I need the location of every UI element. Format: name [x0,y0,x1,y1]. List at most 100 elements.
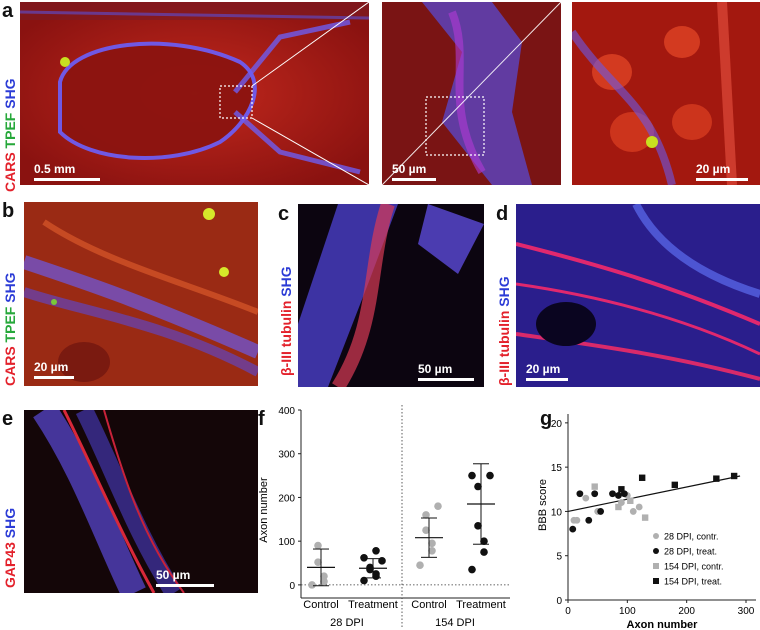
data-point [582,494,590,502]
data-point [591,483,598,490]
scale-label: 20 µm [34,360,69,374]
data-point [428,546,436,555]
y-tick-label: 0 [289,581,295,592]
data-point [366,563,374,572]
data-point [308,581,316,589]
data-point [618,486,625,493]
category-label-4: Treatment [456,599,506,611]
legend-label: 28 DPI, treat. [664,547,717,557]
panel-d-image: 20 µm [516,204,760,387]
data-point [629,508,637,515]
data-point [730,472,738,480]
data-point [569,525,577,533]
data-point [320,577,328,586]
label-shg: SHG [278,266,294,297]
data-point [597,508,605,515]
label-shg: SHG [496,276,512,307]
data-point [416,561,424,570]
panel-a-scalebar-1: 0.5 mm [34,162,100,181]
y-axis-label: BBB score [538,479,549,531]
legend-marker [653,578,659,584]
category-label-3: Control [411,599,446,611]
panel-d-scalebar: 20 µm [526,362,568,381]
data-point [320,572,328,580]
data-point [486,471,494,480]
category-label-1: Control [303,599,338,611]
panel-a-zoom1-image: 50 µm [382,2,561,185]
legend-marker [653,563,659,569]
y-tick-label: 20 [551,419,563,430]
panel-letter-f: f [258,408,265,430]
y-tick-label: 5 [556,552,562,563]
data-point [372,546,380,555]
legend-label: 154 DPI, treat. [664,577,722,587]
data-point [474,482,482,491]
data-point [314,558,322,566]
data-point [314,541,322,550]
scale-label: 20 µm [696,162,731,176]
panel-letter-b: b [2,200,15,222]
label-cars: CARS [2,152,18,192]
data-point [474,522,482,530]
panel-letter-e: e [2,408,14,430]
data-point [615,503,622,511]
y-tick-label: 10 [551,507,563,518]
label-cars: CARS [2,346,18,386]
data-point [360,553,368,562]
label-shg: SHG [2,272,18,303]
data-point [638,474,646,481]
data-point [713,475,720,482]
y-tick-label: 15 [551,463,563,474]
panel-letter-c: c [278,203,290,225]
group-label-2: 154 DPI [435,617,475,629]
scale-label: 0.5 mm [34,162,76,176]
legend-label: 154 DPI, contr. [664,562,724,572]
x-tick-label: 300 [738,606,755,617]
y-tick-label: 300 [278,450,295,461]
x-tick-label: 0 [565,606,571,617]
panel-b-image: 20 µm [24,202,258,386]
data-point [468,565,476,574]
panel-letter-d: d [496,203,509,225]
legend-marker [653,548,659,554]
data-point [372,570,380,578]
label-shg: SHG [2,78,18,109]
panel-c-channel-label: β-III tubulin SHG [278,266,294,376]
data-point [671,481,678,489]
panel-e-scalebar: 50 µm [156,568,214,587]
data-point [591,490,599,498]
panel-letter-g: g [540,408,553,430]
panel-a-zoom2-image: 20 µm [572,2,760,185]
data-point [468,471,476,480]
scale-label: 50 µm [418,362,453,376]
legend-label: 28 DPI, contr. [664,532,719,542]
y-tick-label: 400 [278,406,295,417]
data-point [480,537,488,545]
panel-e-channel-label: GAP43 SHG [2,508,18,588]
group-label-1: 28 DPI [330,617,364,629]
data-point [573,516,581,524]
data-point [434,502,442,510]
panel-c-scalebar: 50 µm [418,362,474,381]
panel-a-channel-label: CARS TPEF SHG [2,78,18,192]
panel-b-channel-label: CARS TPEF SHG [2,272,18,386]
x-tick-label: 200 [678,606,695,617]
chart-f: Axon number 0 100 200 300 400 Control Treatm… [258,405,510,629]
legend-marker [653,533,659,539]
label-gap43: GAP43 [2,542,18,588]
data-point [585,516,593,524]
data-point [428,539,436,548]
label-beta-tubulin: β-III tubulin [496,310,512,386]
scale-label: 20 µm [526,362,561,376]
y-tick-label: 200 [278,493,295,504]
y-tick-label: 100 [278,537,295,548]
x-tick-label: 100 [619,606,636,617]
panel-letter-a: a [2,0,14,22]
data-point [627,497,634,504]
data-point [360,576,368,585]
label-shg: SHG [2,507,18,539]
panel-e-image: 50 µm [24,410,258,593]
panel-d-channel-label: β-III tubulin SHG [496,276,512,386]
scale-label: 50 µm [392,162,427,176]
